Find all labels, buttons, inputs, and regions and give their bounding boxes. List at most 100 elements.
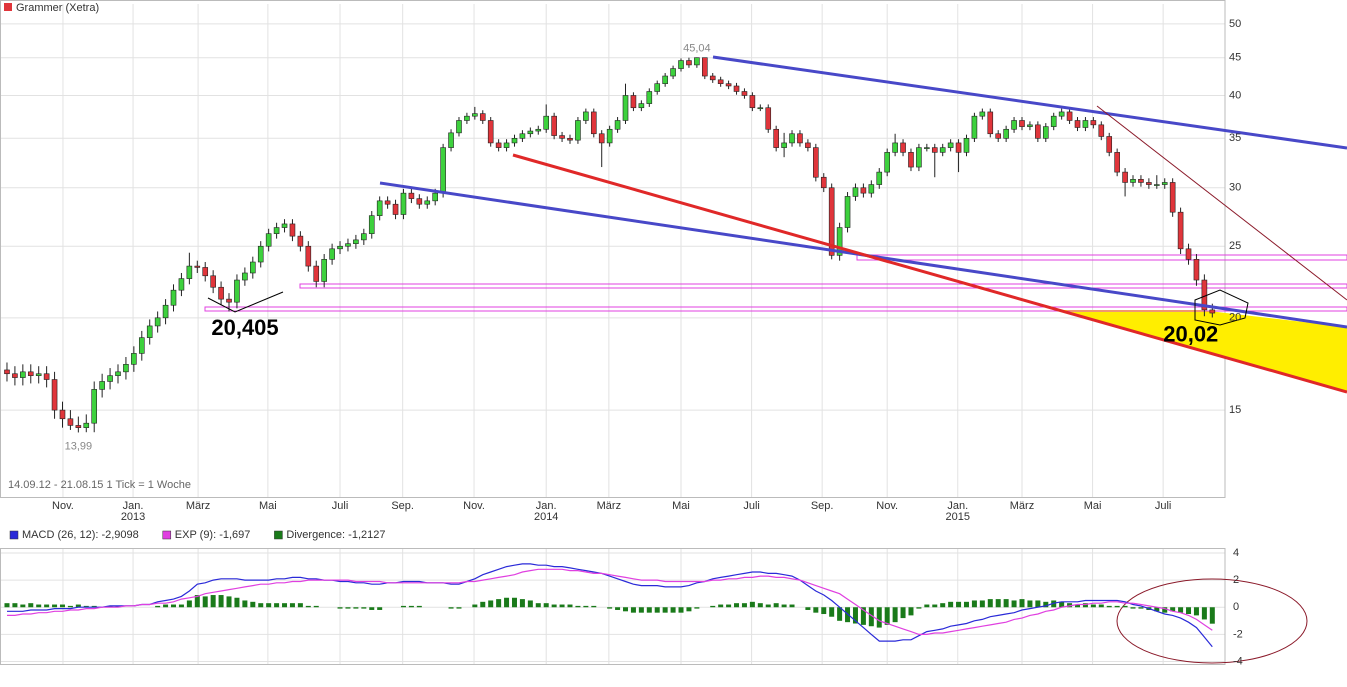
divergence-bar	[313, 605, 319, 608]
candle-body	[1035, 124, 1041, 139]
candle-body	[337, 245, 343, 250]
candle-body	[527, 130, 534, 135]
candle-body	[583, 111, 589, 121]
divergence-bar	[83, 605, 89, 608]
divergence-bar	[488, 600, 494, 608]
divergence-bar	[686, 607, 692, 612]
candle-body	[876, 171, 883, 185]
y-tick-label: 50	[1229, 18, 1241, 30]
candle-body	[630, 95, 637, 109]
candle-body	[178, 278, 185, 291]
highlight-ellipse	[1116, 578, 1308, 664]
candle-body	[305, 245, 312, 267]
divergence-bar	[75, 604, 81, 608]
year-label: 2013	[121, 511, 145, 523]
divergence-bar	[337, 607, 343, 609]
divergence-bar	[591, 605, 597, 608]
divergence-bar	[718, 604, 724, 608]
divergence-bar	[1130, 607, 1136, 609]
divergence-bar	[749, 601, 755, 608]
divergence-bar	[266, 603, 272, 608]
divergence-bar	[67, 605, 73, 608]
divergence-bar	[250, 601, 256, 608]
x-tick-label: Juli	[332, 500, 349, 512]
y-tick-label: 20	[1229, 312, 1241, 324]
divergence-bar	[543, 603, 549, 608]
candle-body	[472, 113, 478, 117]
divergence-bar	[567, 604, 573, 608]
y-tick-label: 15	[1229, 404, 1241, 416]
x-tick-label: Jan.	[123, 500, 144, 512]
candle-body	[35, 373, 42, 376]
candle-body	[1193, 259, 1200, 281]
divergence-bar	[282, 603, 288, 608]
divergence-bar	[662, 607, 668, 613]
candle-body	[694, 57, 700, 66]
candle-body	[805, 142, 811, 148]
divergence-bar	[91, 605, 97, 608]
divergence-bar	[480, 601, 486, 608]
candle-body	[59, 409, 66, 420]
divergence-bar	[654, 607, 660, 613]
divergence-bar	[448, 607, 454, 609]
divergence-bar	[1170, 607, 1176, 612]
y-tick-label: 4	[1233, 547, 1239, 559]
x-tick-label: Nov.	[52, 500, 74, 512]
candle-body	[575, 120, 581, 141]
divergence-bar	[234, 597, 240, 608]
legend-label: EXP (9): -1,697	[175, 529, 251, 541]
candle-body	[210, 275, 216, 288]
legend-swatch	[274, 530, 283, 540]
x-tick-label: Sep.	[811, 500, 834, 512]
divergence-bar	[202, 596, 208, 608]
y-tick-label: 25	[1229, 240, 1241, 252]
divergence-bar	[908, 607, 914, 616]
x-tick-label: Sep.	[391, 500, 414, 512]
divergence-bar	[583, 605, 589, 608]
divergence-bar	[948, 601, 954, 608]
divergence-bar	[1003, 599, 1009, 608]
divergence-bar	[178, 604, 184, 608]
candle-body	[273, 227, 280, 234]
candle-body	[289, 223, 296, 237]
candle-body	[836, 227, 843, 256]
trend-line	[712, 55, 1347, 150]
macd-frame	[0, 548, 1226, 665]
candle-body	[884, 152, 890, 173]
candle-body	[456, 120, 462, 134]
divergence-bar	[1090, 604, 1096, 608]
divergence-bar	[821, 607, 827, 615]
divergence-bar	[1051, 600, 1057, 608]
legend-label: MACD (26, 12): -2,9098	[22, 529, 139, 541]
candle-body	[329, 248, 335, 260]
divergence-bar	[892, 607, 898, 623]
candle-body	[916, 147, 922, 168]
candle-body	[654, 83, 661, 92]
divergence-bar	[575, 605, 581, 608]
support-band	[856, 254, 1347, 261]
divergence-bar	[837, 607, 843, 621]
divergence-bar	[1106, 605, 1112, 608]
candle-body	[551, 115, 557, 136]
candle-body	[702, 57, 708, 77]
callout-label: 20,405	[211, 315, 278, 340]
divergence-bar	[377, 607, 383, 610]
y-tick-label: 40	[1229, 89, 1241, 101]
candle-body	[979, 111, 986, 117]
extreme-label: 13,99	[65, 440, 93, 452]
divergence-bar	[607, 607, 613, 609]
candle-body	[559, 135, 565, 139]
candle-body	[392, 203, 399, 215]
divergence-bar	[186, 600, 192, 608]
divergence-bar	[829, 607, 835, 617]
candle-body	[1098, 124, 1105, 137]
candle-body	[670, 68, 676, 77]
divergence-bar	[400, 605, 406, 608]
extreme-label: 45,04	[683, 42, 711, 54]
legend-swatch	[9, 530, 19, 540]
divergence-bar	[115, 605, 121, 608]
candle-body	[995, 133, 1002, 139]
divergence-bar	[1138, 607, 1144, 609]
candle-body	[43, 373, 50, 380]
